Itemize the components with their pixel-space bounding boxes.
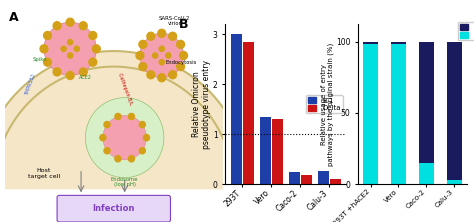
Legend: TMPRSS2 pathway, Cathepsin B/L pathway: TMPRSS2 pathway, Cathepsin B/L pathway [457,22,474,40]
Circle shape [100,135,106,141]
Circle shape [79,68,87,76]
Text: B: B [179,18,189,31]
Circle shape [128,156,135,162]
Text: Cathepsin B/L: Cathepsin B/L [117,72,133,106]
Circle shape [44,22,96,75]
Text: Endocytosis: Endocytosis [165,60,197,65]
Circle shape [158,29,165,37]
Circle shape [89,32,97,40]
Circle shape [67,53,73,58]
Circle shape [139,63,147,71]
Bar [260,117,271,184]
Circle shape [103,115,146,160]
Circle shape [115,113,121,120]
Text: Endosome
(low pH): Endosome (low pH) [111,177,138,187]
Bar [447,42,462,180]
Bar [231,34,242,184]
Circle shape [139,148,146,154]
Bar [363,42,378,44]
Circle shape [158,74,165,82]
Wedge shape [0,51,249,189]
Circle shape [53,68,61,76]
Legend: B.1, Delta: B.1, Delta [306,95,343,113]
Text: A: A [9,11,19,24]
Circle shape [66,71,74,79]
Circle shape [153,53,158,58]
Bar [318,171,328,184]
Bar [391,42,406,44]
Bar [419,163,434,184]
Bar [419,42,434,163]
Bar [447,180,462,184]
Circle shape [44,32,51,40]
Circle shape [85,98,164,178]
Bar [391,44,406,184]
Circle shape [139,40,147,48]
Circle shape [79,22,87,30]
Circle shape [140,33,183,78]
Circle shape [92,45,100,53]
Circle shape [128,113,135,120]
Circle shape [53,22,61,30]
Circle shape [89,58,97,66]
Circle shape [169,32,176,40]
Circle shape [40,45,48,53]
Circle shape [177,63,184,71]
Circle shape [159,59,164,65]
Text: Host
target cell: Host target cell [28,168,60,178]
Circle shape [165,53,171,58]
Bar [243,42,254,184]
Circle shape [61,46,66,52]
Circle shape [67,40,73,45]
Bar [272,119,283,184]
Bar [363,44,378,184]
Circle shape [159,46,164,52]
Circle shape [139,121,146,128]
Circle shape [147,71,155,79]
Circle shape [147,32,155,40]
Y-axis label: Relative usage of entry
pathways by the original strain (%): Relative usage of entry pathways by the … [321,43,334,166]
Circle shape [180,52,187,59]
Circle shape [104,148,110,154]
Circle shape [74,46,79,52]
Circle shape [104,121,110,128]
Text: Spike: Spike [33,57,47,62]
Circle shape [177,40,184,48]
Text: SARS-CoV-2
virion: SARS-CoV-2 virion [159,16,191,26]
Circle shape [144,135,149,141]
Circle shape [66,18,74,26]
Bar [329,179,340,184]
Bar [301,175,311,184]
Text: TMPRSS2: TMPRSS2 [25,73,37,96]
Circle shape [136,52,144,59]
Text: Infection: Infection [92,204,135,213]
Circle shape [169,71,176,79]
FancyBboxPatch shape [57,195,171,222]
Bar [289,172,300,184]
Circle shape [115,156,121,162]
Y-axis label: Relative Omicron
pseudotype virus entry: Relative Omicron pseudotype virus entry [192,60,211,149]
Circle shape [44,58,51,66]
Text: ACE2: ACE2 [79,75,92,80]
